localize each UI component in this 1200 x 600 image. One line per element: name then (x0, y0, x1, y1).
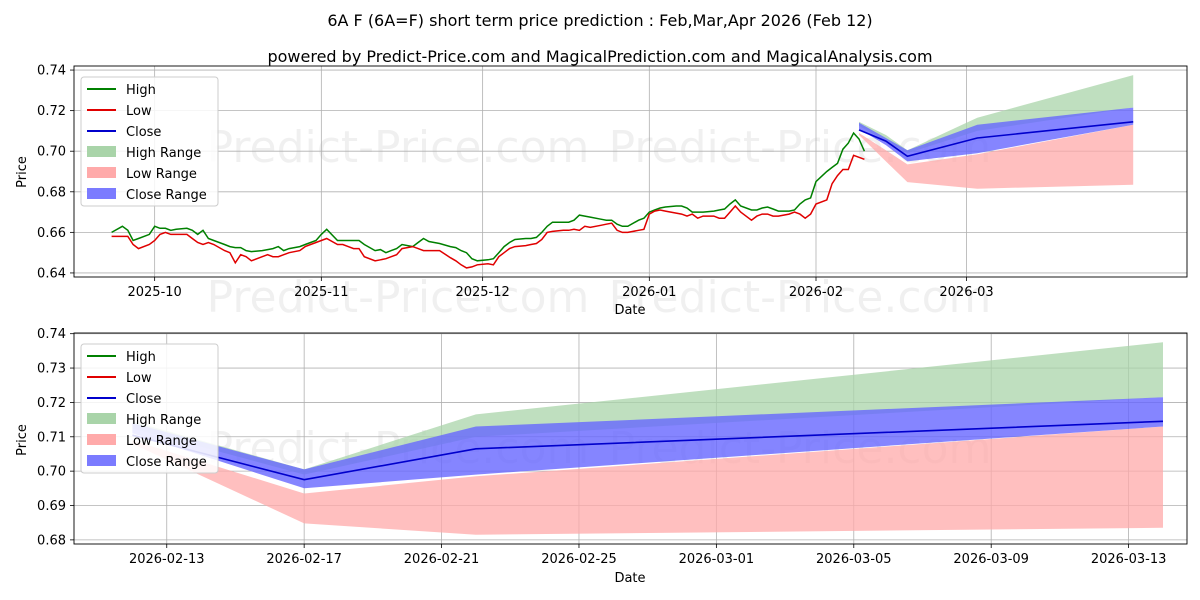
chart-subtitle: powered by Predict-Price.com and Magical… (267, 47, 932, 66)
x-axis-label: Date (614, 571, 645, 586)
plot-frame (73, 65, 1188, 278)
y-axis-label: Price (15, 156, 30, 188)
x-tick-label: 2026-02-25 (541, 552, 617, 567)
x-tick-label: 2026-02-21 (404, 552, 480, 567)
y-tick-label: 0.72 (37, 104, 66, 119)
watermark: Predict-Price.com (609, 272, 992, 323)
low-range-band (132, 426, 1163, 535)
y-tick-label: 0.71 (37, 430, 66, 445)
x-tick-label: 2025-10 (127, 285, 181, 300)
legend-low-range: Low Range (126, 167, 197, 182)
legend: High Low Close High Range Low Range Clos… (80, 76, 219, 207)
legend-high: High (126, 350, 156, 365)
legend-close: Close (126, 125, 161, 140)
y-tick-label: 0.74 (37, 327, 66, 342)
x-tick-label: 2026-03-05 (816, 552, 892, 567)
legend-close-range: Close Range (126, 455, 207, 470)
high-range-band (132, 342, 1163, 475)
legend: High Low Close High Range Low Range Clos… (80, 343, 219, 474)
y-tick-label: 0.64 (37, 266, 66, 281)
legend-close-range: Close Range (126, 188, 207, 203)
x-tick-label: 2025-11 (294, 285, 348, 300)
legend-high-range: High Range (126, 146, 201, 161)
watermark: Predict-Price.com (207, 122, 590, 173)
x-tick-label: 2026-03 (939, 285, 993, 300)
y-tick-label: 0.72 (37, 396, 66, 411)
x-tick-label: 2026-02 (789, 285, 843, 300)
x-tick-label: 2025-12 (455, 285, 509, 300)
legend-high-range: High Range (126, 413, 201, 428)
chart-title: 6A F (6A=F) short term price prediction … (327, 11, 872, 30)
high-series-line (111, 131, 866, 262)
legend-low-range-swatch (87, 434, 116, 445)
close-range-band (859, 107, 1134, 162)
legend-low-range: Low Range (126, 434, 197, 449)
legend-close: Close (126, 392, 161, 407)
history-panel: Predict-Price.com Predict-Price.com Pred… (15, 64, 1188, 323)
legend-high: High (126, 83, 156, 98)
watermark: Predict-Price.com (207, 272, 590, 323)
x-tick-label: 2026-03-09 (953, 552, 1029, 567)
legend-low: Low (126, 104, 152, 119)
x-tick-label: 2026-03-01 (679, 552, 755, 567)
y-tick-label: 0.68 (37, 185, 66, 200)
x-tick-label: 2026-01 (622, 285, 676, 300)
close-range-band (132, 397, 1163, 489)
low-range-band (859, 124, 1134, 189)
y-tick-label: 0.70 (37, 145, 66, 160)
forecast-panel: Predict-Price.com Predict-Price.com 2026… (15, 327, 1188, 586)
low-series-line (111, 154, 865, 269)
y-tick-label: 0.69 (37, 499, 66, 514)
legend-close-range-swatch (87, 455, 116, 466)
legend-high-range-swatch (87, 146, 116, 157)
y-tick-label: 0.70 (37, 465, 66, 480)
close-forecast-line (858, 121, 1134, 158)
legend-low-range-swatch (87, 167, 116, 178)
y-tick-label: 0.66 (37, 226, 66, 241)
y-tick-label: 0.74 (37, 64, 66, 79)
x-tick-label: 2026-03-13 (1091, 552, 1167, 567)
x-tick-label: 2026-02-17 (266, 552, 342, 567)
high-range-band (859, 75, 1134, 154)
y-tick-label: 0.68 (37, 533, 66, 548)
y-tick-label: 0.73 (37, 362, 66, 377)
y-axis-label: Price (15, 424, 30, 456)
x-axis-label: Date (614, 303, 645, 318)
plot-frame (73, 332, 1188, 545)
legend-close-range-swatch (87, 188, 116, 199)
x-tick-label: 2026-02-13 (129, 552, 205, 567)
legend-high-range-swatch (87, 413, 116, 424)
legend-low: Low (126, 371, 152, 386)
